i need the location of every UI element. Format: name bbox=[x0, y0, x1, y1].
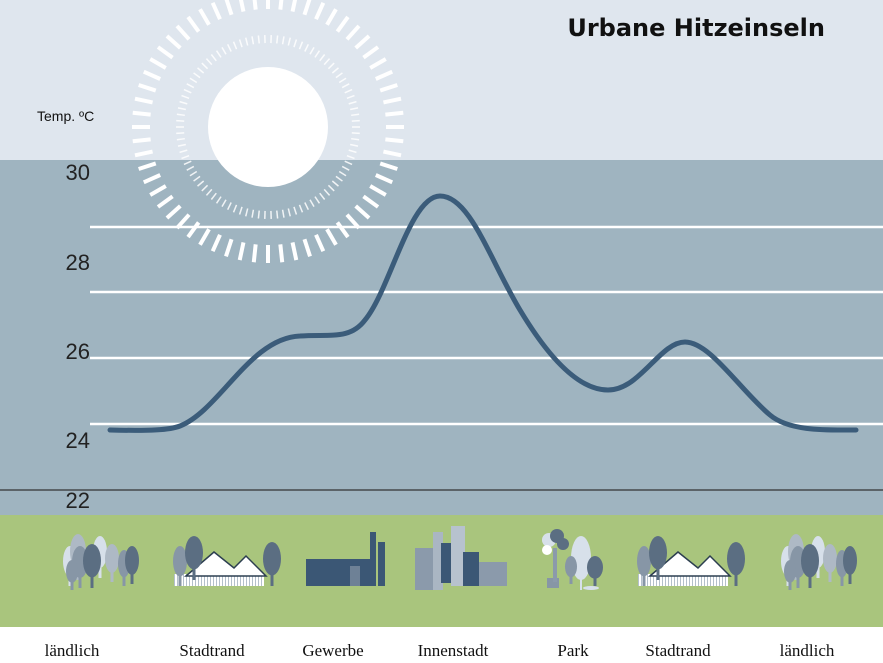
y-tick-labels: 22 24 26 28 30 bbox=[66, 160, 90, 513]
y-tick-label: 28 bbox=[66, 250, 90, 275]
y-tick-label: 30 bbox=[66, 160, 90, 185]
chart-title: Urbane Hitzeinseln bbox=[567, 14, 825, 42]
sun-icon bbox=[132, 0, 404, 263]
park-icon bbox=[542, 529, 603, 590]
category-icons bbox=[63, 526, 857, 590]
y-tick-label: 26 bbox=[66, 339, 90, 364]
x-tick-label: Innenstadt bbox=[418, 641, 489, 660]
x-tick-label: ländlich bbox=[780, 641, 835, 660]
y-tick-label: 22 bbox=[66, 488, 90, 513]
x-tick-label: Park bbox=[557, 641, 589, 660]
label-strip bbox=[0, 627, 883, 663]
factory-icon bbox=[306, 532, 385, 586]
x-tick-label: Stadtrand bbox=[179, 641, 245, 660]
suburb-icon bbox=[173, 536, 281, 586]
x-tick-label: Gewerbe bbox=[302, 641, 363, 660]
forest-icon bbox=[781, 534, 857, 590]
y-axis-label: Temp. ºC bbox=[37, 108, 94, 124]
series-line-temperatur bbox=[107, 193, 859, 433]
forest-icon bbox=[63, 534, 139, 590]
suburb-icon bbox=[637, 536, 745, 586]
x-tick-label: ländlich bbox=[45, 641, 100, 660]
series-group bbox=[107, 193, 859, 433]
gridlines bbox=[0, 225, 883, 491]
chart-band bbox=[0, 160, 883, 515]
x-tick-labels: ländlich Stadtrand Gewerbe Innenstadt Park St… bbox=[45, 641, 835, 660]
sky-background bbox=[0, 0, 883, 160]
x-tick-label: Stadtrand bbox=[645, 641, 711, 660]
city-icon bbox=[415, 526, 507, 590]
y-tick-label: 24 bbox=[66, 428, 90, 453]
